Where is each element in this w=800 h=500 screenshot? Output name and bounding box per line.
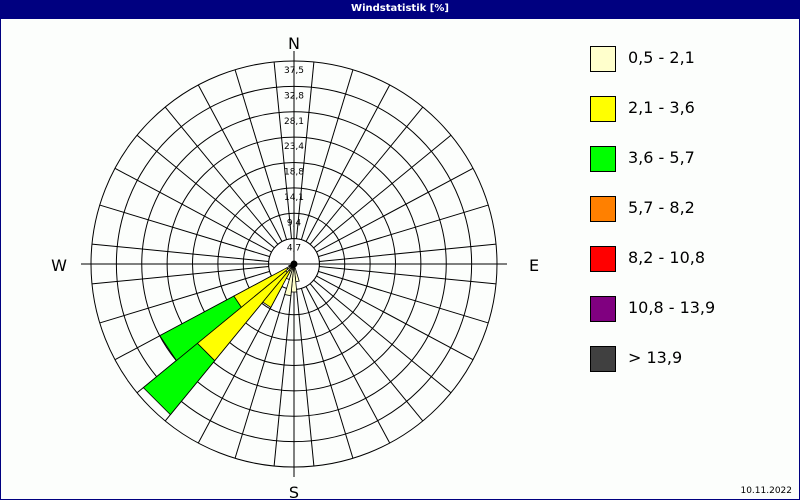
grid-spoke [316, 167, 474, 253]
grid-spoke [197, 286, 283, 444]
radial-tick-label: 28,1 [284, 117, 304, 127]
chart-title: Windstatistik [%] [0, 0, 800, 19]
grid-spoke [273, 289, 293, 467]
grid-spoke [305, 286, 391, 444]
radial-tick-label: 9,4 [287, 218, 302, 228]
legend-swatch [590, 196, 616, 222]
grid-spoke [313, 279, 452, 394]
legend-swatch [590, 96, 616, 122]
legend-label: 3,6 - 5,7 [628, 148, 695, 167]
legend-label: 10,8 - 13,9 [628, 298, 716, 317]
compass-label-s: S [289, 483, 299, 500]
radial-tick-label: 18,8 [284, 168, 304, 178]
legend-label: 2,1 - 3,6 [628, 98, 695, 117]
compass-label-e: E [529, 256, 539, 275]
radial-tick-label: 32,8 [284, 91, 304, 101]
radial-tick-label: 37,5 [284, 66, 304, 76]
grid-spoke [319, 265, 497, 285]
center-dot [290, 260, 298, 268]
grid-spoke [91, 265, 269, 285]
grid-spoke [114, 167, 272, 253]
grid-spoke [136, 134, 275, 249]
legend-swatch [590, 246, 616, 272]
legend-swatch [590, 146, 616, 172]
compass-label-w: W [51, 256, 67, 275]
grid-spoke [295, 61, 315, 239]
grid-spoke [91, 243, 269, 263]
legend-label: > 13,9 [628, 348, 683, 367]
grid-spoke [99, 270, 270, 324]
grid-spoke [164, 106, 279, 245]
sector-bar [142, 342, 216, 416]
radial-tick-label: 4,7 [287, 244, 301, 254]
grid-spoke [318, 270, 489, 324]
grid-spoke [305, 84, 391, 242]
grid-spoke [319, 243, 497, 263]
grid-spoke [234, 288, 288, 459]
grid-spoke [300, 288, 354, 459]
grid-spoke [300, 69, 354, 240]
grid-spoke [309, 283, 424, 422]
grid-spoke [197, 84, 283, 242]
grid-spoke [318, 204, 489, 258]
grid-spoke [316, 275, 474, 361]
legend-label: 0,5 - 2,1 [628, 48, 695, 67]
grid-spoke [309, 106, 424, 245]
grid-spoke [295, 289, 315, 467]
grid-spoke [273, 61, 293, 239]
radial-tick-label: 14,1 [284, 193, 304, 203]
legend-label: 5,7 - 8,2 [628, 198, 695, 217]
radial-tick-label: 23,4 [284, 142, 304, 152]
legend-label: 8,2 - 10,8 [628, 248, 706, 267]
grid-spoke [313, 134, 452, 249]
legend-swatch [590, 46, 616, 72]
legend-swatch [590, 296, 616, 322]
grid-spoke [99, 204, 270, 258]
legend-swatch [590, 346, 616, 372]
date-label: 10.11.2022 [740, 486, 792, 496]
grid-spoke [234, 69, 288, 240]
sector-bar [159, 295, 242, 362]
compass-label-n: N [288, 34, 300, 53]
